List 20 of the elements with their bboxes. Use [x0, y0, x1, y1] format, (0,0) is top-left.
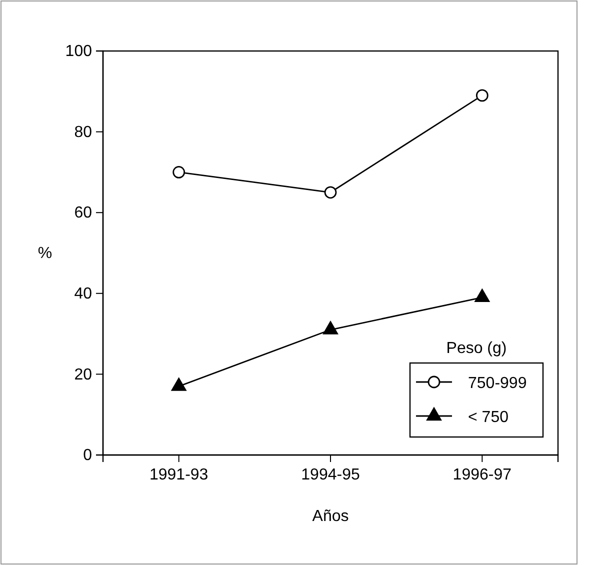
x-tick-label: 1991-93: [149, 466, 208, 484]
y-axis-title: %: [38, 245, 52, 262]
x-tick-label: 1994-95: [301, 466, 360, 484]
y-tick-label: 40: [74, 286, 92, 303]
x-tick-label: 1996-97: [452, 466, 512, 484]
point: [322, 320, 338, 334]
x-axis-title: Años: [312, 508, 349, 525]
legend-label: < 750: [468, 409, 509, 426]
y-tick-label: 20: [74, 366, 92, 384]
y-tick-label: 80: [74, 124, 92, 141]
point: [476, 89, 488, 102]
legend-title: Peso (g): [446, 340, 507, 357]
y-tick-label: 100: [65, 43, 92, 60]
y-tick-label: 60: [74, 204, 92, 222]
legend-label: 750-999: [468, 375, 527, 392]
point: [170, 377, 187, 391]
point: [324, 186, 337, 199]
y-tick-label: 0: [83, 447, 92, 464]
point: [172, 166, 186, 178]
point: [474, 288, 490, 302]
